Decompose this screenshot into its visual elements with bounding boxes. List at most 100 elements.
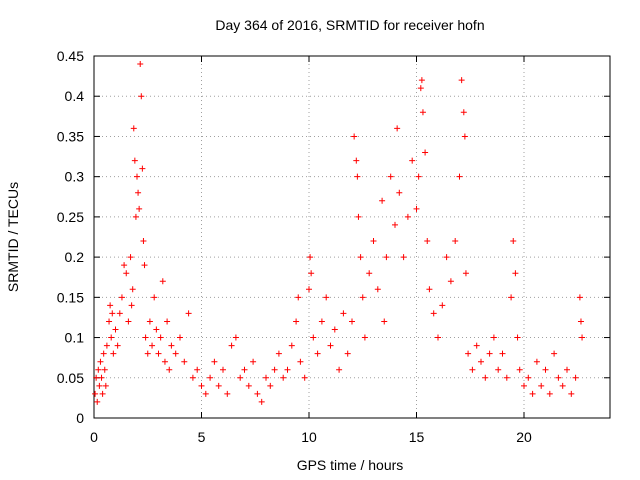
data-point [392,221,398,228]
data-point [109,310,116,317]
data-point [533,358,540,365]
data-point [128,302,135,309]
data-point [323,294,330,301]
data-point [121,262,128,269]
data-point [579,334,586,341]
data-point [181,358,188,365]
data-point [284,366,291,373]
data-point [387,173,394,180]
data-point [123,270,130,277]
x-axis-label: GPS time / hours [297,457,404,473]
data-point [510,238,517,245]
data-point [164,318,171,325]
y-tick-label: 0.2 [65,249,85,265]
data-point [413,205,420,212]
data-point [138,93,145,100]
data-point [297,358,304,365]
data-point [101,366,108,373]
data-point [439,302,446,309]
data-point [415,173,422,180]
data-point [336,366,343,373]
data-point [379,197,386,204]
data-point [546,390,553,397]
data-point [293,318,300,325]
data-point [116,310,123,317]
data-point [435,334,441,341]
data-point [482,374,489,381]
data-point [572,374,579,381]
data-point [370,238,377,245]
data-point [461,133,468,140]
data-point [177,334,183,341]
data-point [465,350,472,357]
data-point [508,294,515,301]
data-point [172,350,179,357]
data-point [564,366,570,373]
data-point [314,350,321,357]
data-point [462,270,469,277]
data-point [525,374,532,381]
data-point [100,350,107,357]
data-point [538,382,545,389]
data-point [353,157,360,164]
y-tick-label: 0.05 [57,370,84,386]
data-point [295,294,302,301]
data-point [521,382,527,389]
data-point [149,342,156,349]
data-point [161,358,168,365]
data-point [263,374,269,381]
data-point [327,342,334,349]
data-point [503,374,510,381]
data-point [495,366,502,373]
data-point [141,262,148,269]
data-point [275,350,282,357]
data-point [486,350,493,357]
data-point [542,366,549,373]
data-point [94,398,101,405]
data-point [166,366,173,373]
data-point [288,342,295,349]
data-point [194,366,201,373]
data-point [354,173,361,180]
data-point [430,310,437,317]
data-point [381,318,388,325]
data-point [400,254,407,261]
data-point [396,189,403,196]
data-point [426,286,433,293]
data-point [318,318,325,325]
data-point [134,173,140,180]
data-point [92,390,99,397]
data-point [228,342,235,349]
data-point [142,334,149,341]
data-point [419,109,426,116]
data-point [559,382,566,389]
data-point [351,133,358,140]
data-point [307,254,314,261]
data-point [301,374,308,381]
data-point [189,374,196,381]
data-point [131,157,138,164]
data-point [383,254,390,261]
chart-title: Day 364 of 2016, SRMTID for receiver hof… [215,17,484,33]
data-point [107,302,114,309]
data-point [424,238,431,245]
data-point [422,149,429,156]
data-point [394,125,401,132]
data-point [514,334,521,341]
data-point [452,238,459,245]
x-tick-label: 5 [198,429,206,445]
data-point [108,334,115,341]
data-point [361,334,368,341]
y-tick-label: 0.25 [57,209,84,225]
data-point [118,294,125,301]
data-point [460,109,467,116]
data-point [340,310,347,317]
data-point [99,390,106,397]
data-point [512,270,519,277]
data-point [344,350,351,357]
data-point [135,189,142,196]
plot-frame [93,55,611,419]
data-point [237,374,244,381]
x-tick-label: 10 [301,429,317,445]
data-point [245,382,252,389]
